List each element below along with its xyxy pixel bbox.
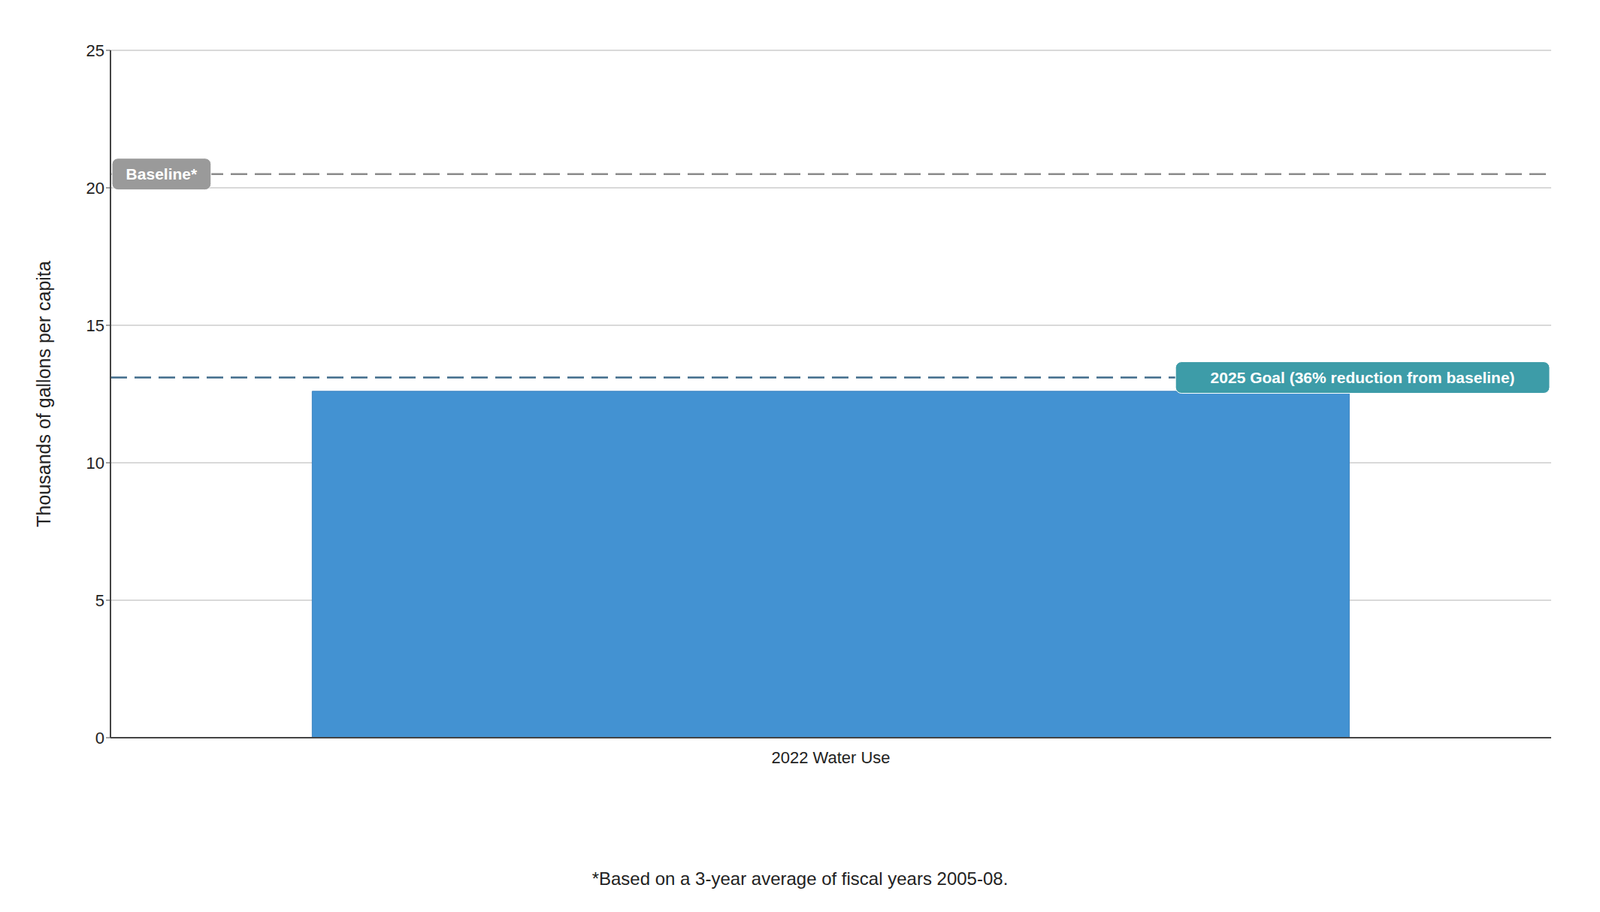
svg-text:10: 10 (86, 453, 105, 473)
svg-text:20: 20 (86, 178, 105, 198)
svg-text:2022 Water Use: 2022 Water Use (771, 748, 890, 768)
svg-text:15: 15 (86, 316, 105, 336)
svg-text:Baseline*: Baseline* (126, 165, 198, 183)
svg-text:2025 Goal (36% reduction from: 2025 Goal (36% reduction from baseline) (1210, 368, 1516, 387)
svg-text:Thousands of gallons per capit: Thousands of gallons per capita (33, 260, 55, 527)
svg-text:5: 5 (95, 591, 105, 611)
svg-text:25: 25 (86, 41, 105, 61)
html-text:*Based on a 3-year average of: *Based on a 3-year average of fiscal yea… (591, 868, 1009, 890)
svg-text:0: 0 (95, 728, 105, 748)
